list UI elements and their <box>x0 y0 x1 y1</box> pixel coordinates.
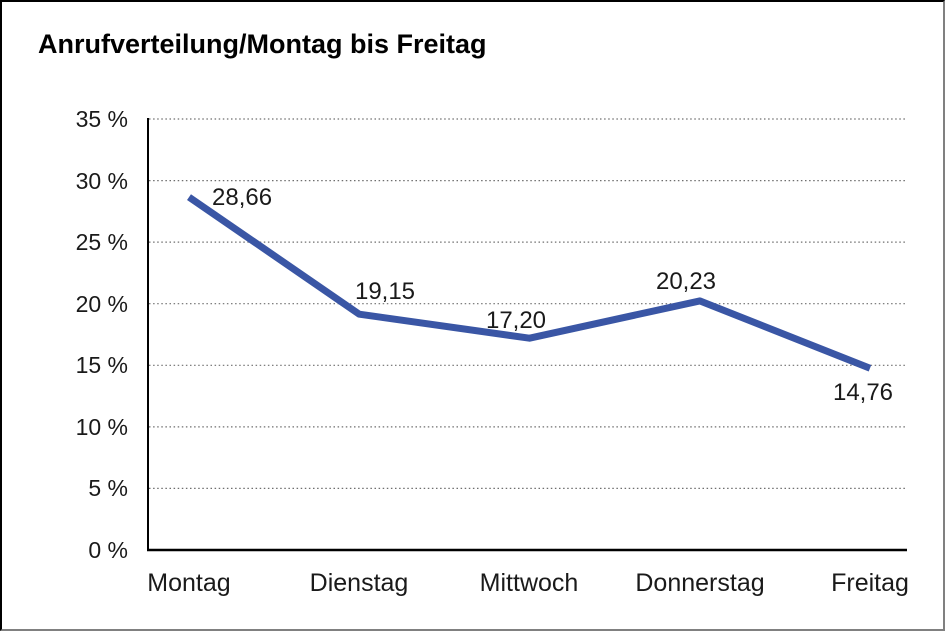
data-point-label: 14,76 <box>833 379 893 406</box>
y-tick-label: 25 % <box>76 229 128 255</box>
y-tick-label: 30 % <box>76 168 128 194</box>
x-category-label: Freitag <box>831 569 909 597</box>
data-point-labels: 28,66 19,15 17,20 20,23 14,76 <box>212 184 893 406</box>
data-point-label: 17,20 <box>486 307 546 334</box>
x-category-label: Dienstag <box>310 569 409 597</box>
y-tick-label: 10 % <box>76 414 128 440</box>
data-line <box>187 194 872 372</box>
x-category-label: Donnerstag <box>635 569 764 597</box>
gridlines <box>149 118 907 489</box>
y-tick-label: 5 % <box>88 475 128 501</box>
y-tick-label: 35 % <box>76 106 128 132</box>
x-category-label: Mittwoch <box>480 569 579 597</box>
y-axis-labels: 35 % 30 % 25 % 20 % 15 % 10 % 5 % 0 % <box>76 106 128 563</box>
chart-title: Anrufverteilung/Montag bis Freitag <box>38 29 487 59</box>
data-point-label: 19,15 <box>355 278 415 305</box>
data-point-label: 20,23 <box>656 268 716 295</box>
y-tick-label: 15 % <box>76 352 128 378</box>
x-axis-labels: Montag Dienstag Mittwoch Donnerstag Frei… <box>147 569 909 597</box>
x-category-label: Montag <box>147 569 230 597</box>
y-tick-label: 0 % <box>88 537 128 563</box>
y-tick-label: 20 % <box>76 291 128 317</box>
data-point-label: 28,66 <box>212 184 272 211</box>
